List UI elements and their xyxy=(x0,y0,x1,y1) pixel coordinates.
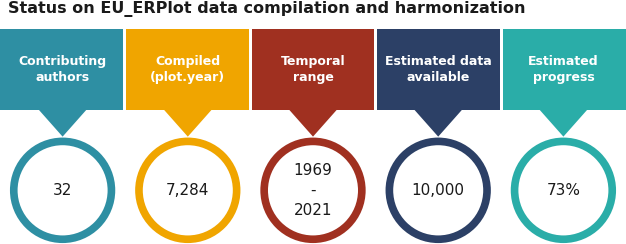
FancyBboxPatch shape xyxy=(377,29,500,110)
Text: Compiled
(plot.year): Compiled (plot.year) xyxy=(150,55,225,84)
Text: 10,000: 10,000 xyxy=(412,183,464,198)
FancyBboxPatch shape xyxy=(126,29,249,110)
Text: 32: 32 xyxy=(53,183,72,198)
Text: Status on EU_ERPlot data compilation and harmonization: Status on EU_ERPlot data compilation and… xyxy=(8,1,525,17)
FancyBboxPatch shape xyxy=(252,29,374,110)
Polygon shape xyxy=(39,110,86,137)
FancyBboxPatch shape xyxy=(0,29,123,110)
Text: Estimated
progress: Estimated progress xyxy=(528,55,598,84)
Polygon shape xyxy=(164,110,212,137)
Text: Contributing
authors: Contributing authors xyxy=(19,55,106,84)
Text: 73%: 73% xyxy=(546,183,580,198)
Polygon shape xyxy=(540,110,587,137)
Polygon shape xyxy=(414,110,462,137)
Polygon shape xyxy=(289,110,337,137)
Text: Estimated data
available: Estimated data available xyxy=(385,55,491,84)
Text: 7,284: 7,284 xyxy=(166,183,210,198)
FancyBboxPatch shape xyxy=(503,29,626,110)
Text: 1969
-
2021: 1969 - 2021 xyxy=(294,163,332,218)
Text: Temporal
range: Temporal range xyxy=(280,55,346,84)
